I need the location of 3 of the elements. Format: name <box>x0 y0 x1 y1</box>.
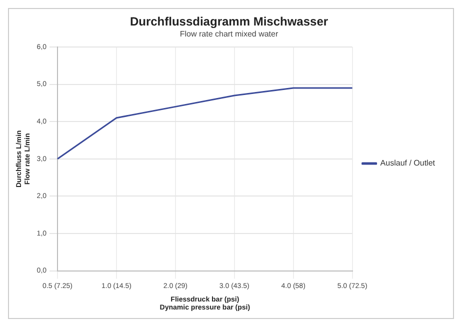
chart-subtitle: Flow rate chart mixed water <box>180 29 278 38</box>
chart-title: Durchflussdiagramm Mischwasser <box>130 14 328 29</box>
legend-label: Auslauf / Outlet <box>380 158 436 168</box>
